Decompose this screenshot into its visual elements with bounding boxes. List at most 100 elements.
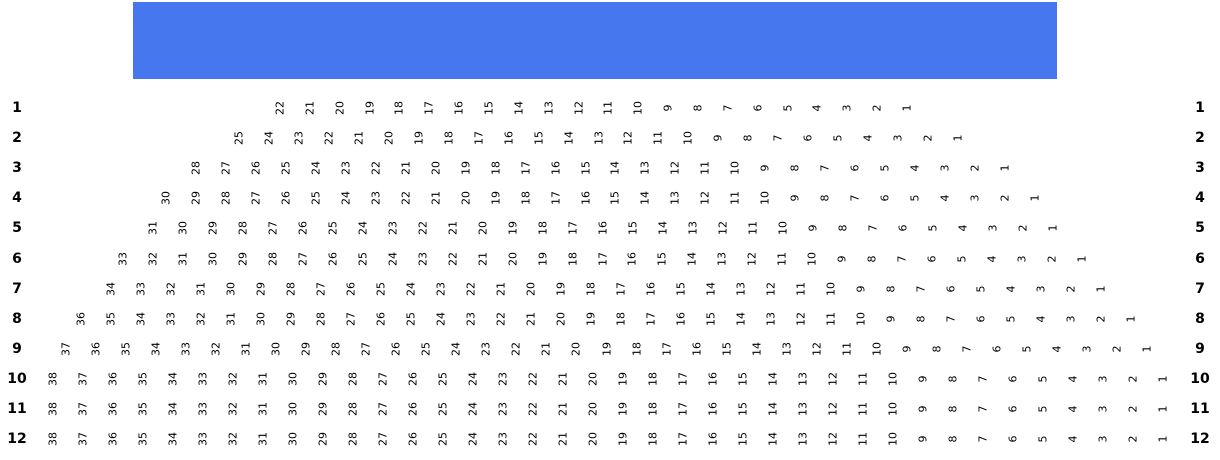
seat-row11-8[interactable]: 8 <box>946 405 960 413</box>
seat-row10-26[interactable]: 26 <box>406 371 420 386</box>
seat-row2-18[interactable]: 18 <box>442 131 456 146</box>
seat-row6-8[interactable]: 8 <box>865 255 879 262</box>
seat-row8-3[interactable]: 3 <box>1064 315 1078 323</box>
seat-row3-16[interactable]: 16 <box>549 161 563 176</box>
seat-row6-15[interactable]: 15 <box>655 251 669 266</box>
seat-row12-33[interactable]: 33 <box>196 432 210 447</box>
seat-row9-23[interactable]: 23 <box>479 341 493 356</box>
seat-row12-35[interactable]: 35 <box>136 432 150 447</box>
seat-row2-15[interactable]: 15 <box>532 131 546 146</box>
seat-row10-36[interactable]: 36 <box>106 371 120 386</box>
seat-row4-13[interactable]: 13 <box>668 191 682 206</box>
seat-row4-18[interactable]: 18 <box>519 191 533 206</box>
seat-row5-13[interactable]: 13 <box>686 221 700 236</box>
seat-row3-20[interactable]: 20 <box>429 161 443 176</box>
seat-row11-38[interactable]: 38 <box>46 402 60 416</box>
seat-row3-2[interactable]: 2 <box>968 164 982 172</box>
seat-row12-25[interactable]: 25 <box>436 432 450 447</box>
seat-row1-14[interactable]: 14 <box>512 101 526 115</box>
seat-row7-33[interactable]: 33 <box>134 281 148 296</box>
seat-row4-8[interactable]: 8 <box>818 194 832 202</box>
seat-row6-13[interactable]: 13 <box>715 251 729 266</box>
seat-row5-30[interactable]: 30 <box>176 221 190 236</box>
seat-row10-6[interactable]: 6 <box>1006 375 1020 383</box>
seat-row12-23[interactable]: 23 <box>496 432 510 447</box>
seat-row12-17[interactable]: 17 <box>676 432 690 447</box>
seat-row12-30[interactable]: 30 <box>286 432 300 447</box>
seat-row3-24[interactable]: 24 <box>309 161 323 176</box>
seat-row9-4[interactable]: 4 <box>1050 345 1064 353</box>
seat-row10-31[interactable]: 31 <box>256 371 270 386</box>
seat-row8-16[interactable]: 16 <box>674 311 688 326</box>
seat-row12-38[interactable]: 38 <box>46 432 60 447</box>
seat-row7-34[interactable]: 34 <box>104 281 118 296</box>
seat-row9-31[interactable]: 31 <box>239 341 253 356</box>
seat-row7-28[interactable]: 28 <box>284 281 298 296</box>
seat-row9-29[interactable]: 29 <box>299 341 313 356</box>
seat-row11-19[interactable]: 19 <box>616 402 630 416</box>
seat-row11-35[interactable]: 35 <box>136 402 150 416</box>
seat-row8-25[interactable]: 25 <box>404 311 418 326</box>
seat-row4-11[interactable]: 11 <box>728 191 742 206</box>
seat-row9-26[interactable]: 26 <box>389 341 403 356</box>
seat-row11-30[interactable]: 30 <box>286 402 300 416</box>
seat-row5-11[interactable]: 11 <box>746 221 760 236</box>
seat-row11-24[interactable]: 24 <box>466 402 480 416</box>
seat-row8-7[interactable]: 7 <box>944 315 958 323</box>
seat-row4-20[interactable]: 20 <box>459 191 473 206</box>
seat-row11-33[interactable]: 33 <box>196 402 210 416</box>
seat-row8-32[interactable]: 32 <box>194 311 208 326</box>
seat-row12-19[interactable]: 19 <box>616 432 630 447</box>
seat-row12-28[interactable]: 28 <box>346 432 360 447</box>
seat-row5-7[interactable]: 7 <box>866 224 880 232</box>
seat-row6-2[interactable]: 2 <box>1045 255 1059 262</box>
seat-row5-15[interactable]: 15 <box>626 221 640 236</box>
seat-row8-27[interactable]: 27 <box>344 311 358 326</box>
seat-row5-18[interactable]: 18 <box>536 221 550 236</box>
seat-row4-10[interactable]: 10 <box>758 191 772 206</box>
seat-row10-8[interactable]: 8 <box>946 375 960 383</box>
seat-row3-18[interactable]: 18 <box>489 161 503 176</box>
seat-row3-11[interactable]: 11 <box>698 161 712 176</box>
seat-row4-22[interactable]: 22 <box>399 191 413 206</box>
seat-row12-36[interactable]: 36 <box>106 432 120 447</box>
seat-row9-22[interactable]: 22 <box>509 341 523 356</box>
seat-row12-21[interactable]: 21 <box>556 432 570 447</box>
seat-row8-22[interactable]: 22 <box>494 311 508 326</box>
seat-row9-25[interactable]: 25 <box>419 341 433 356</box>
seat-row9-7[interactable]: 7 <box>960 345 974 353</box>
seat-row9-9[interactable]: 9 <box>900 345 914 353</box>
seat-row8-1[interactable]: 1 <box>1124 315 1138 323</box>
seat-row10-25[interactable]: 25 <box>436 371 450 386</box>
seat-row7-1[interactable]: 1 <box>1094 285 1108 293</box>
seat-row6-27[interactable]: 27 <box>296 251 310 266</box>
seat-row4-1[interactable]: 1 <box>1028 194 1042 202</box>
seat-row1-1[interactable]: 1 <box>900 104 914 112</box>
seat-row9-5[interactable]: 5 <box>1020 345 1034 353</box>
seat-row12-11[interactable]: 11 <box>856 432 870 447</box>
seat-row3-26[interactable]: 26 <box>249 161 263 176</box>
seat-row9-15[interactable]: 15 <box>720 341 734 356</box>
seat-row9-36[interactable]: 36 <box>89 341 103 356</box>
seat-row9-2[interactable]: 2 <box>1110 345 1124 353</box>
seat-row3-22[interactable]: 22 <box>369 161 383 176</box>
seat-row12-2[interactable]: 2 <box>1126 435 1140 443</box>
seat-row6-10[interactable]: 10 <box>805 251 819 266</box>
seat-row2-24[interactable]: 24 <box>262 131 276 146</box>
seat-row9-10[interactable]: 10 <box>870 341 884 356</box>
seat-row12-10[interactable]: 10 <box>886 432 900 447</box>
seat-row9-20[interactable]: 20 <box>569 341 583 356</box>
seat-row5-3[interactable]: 3 <box>986 224 1000 232</box>
seat-row12-29[interactable]: 29 <box>316 432 330 447</box>
seat-row8-19[interactable]: 19 <box>584 311 598 326</box>
seat-row2-4[interactable]: 4 <box>861 134 875 142</box>
seat-row9-8[interactable]: 8 <box>930 345 944 353</box>
seat-row12-7[interactable]: 7 <box>976 435 990 443</box>
seat-row4-6[interactable]: 6 <box>878 194 892 202</box>
seat-row3-12[interactable]: 12 <box>668 161 682 176</box>
seat-row5-23[interactable]: 23 <box>386 221 400 236</box>
seat-row12-24[interactable]: 24 <box>466 432 480 447</box>
seat-row6-3[interactable]: 3 <box>1015 255 1029 262</box>
seat-row4-4[interactable]: 4 <box>938 194 952 202</box>
seat-row5-21[interactable]: 21 <box>446 221 460 236</box>
